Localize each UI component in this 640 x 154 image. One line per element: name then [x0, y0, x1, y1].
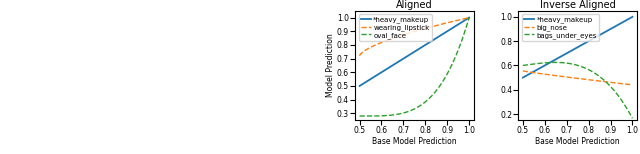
*heavy_makeup	[423, 43, 431, 45]
Y-axis label: Model Prediction: Model Prediction	[326, 34, 335, 97]
oval_face	[455, 47, 463, 49]
*heavy_makeup	[628, 16, 636, 18]
Line: oval_face: oval_face	[360, 18, 469, 116]
wearing_lipstick	[421, 28, 429, 29]
Line: wearing_lipstick: wearing_lipstick	[360, 18, 469, 56]
bags_under_eyes	[619, 101, 627, 103]
Legend: *heavy_makeup, wearing_lipstick, oval_face: *heavy_makeup, wearing_lipstick, oval_fa…	[358, 14, 431, 41]
wearing_lipstick	[420, 28, 428, 30]
Legend: *heavy_makeup, big_nose, bags_under_eyes: *heavy_makeup, big_nose, bags_under_eyes	[522, 14, 599, 41]
bags_under_eyes	[612, 91, 620, 93]
Line: big_nose: big_nose	[523, 71, 632, 85]
big_nose	[584, 79, 591, 81]
oval_face	[420, 102, 428, 103]
bags_under_eyes	[584, 69, 592, 71]
*heavy_makeup	[519, 77, 527, 79]
*heavy_makeup	[465, 17, 473, 18]
*heavy_makeup	[520, 77, 527, 78]
big_nose	[520, 70, 527, 72]
oval_face	[423, 100, 431, 102]
Title: Inverse Aligned: Inverse Aligned	[540, 0, 616, 10]
wearing_lipstick	[448, 21, 456, 23]
bags_under_eyes	[551, 61, 559, 63]
oval_face	[356, 115, 364, 117]
big_nose	[586, 79, 594, 81]
wearing_lipstick	[356, 54, 364, 56]
*heavy_makeup	[584, 41, 591, 43]
oval_face	[356, 115, 364, 117]
big_nose	[611, 82, 619, 84]
*heavy_makeup	[455, 23, 463, 25]
Title: Aligned: Aligned	[396, 0, 433, 10]
Line: *heavy_makeup: *heavy_makeup	[360, 18, 469, 86]
*heavy_makeup	[420, 45, 428, 46]
*heavy_makeup	[356, 85, 364, 87]
Line: *heavy_makeup: *heavy_makeup	[523, 17, 632, 78]
*heavy_makeup	[618, 22, 626, 23]
big_nose	[584, 79, 592, 81]
*heavy_makeup	[586, 39, 594, 41]
wearing_lipstick	[455, 19, 463, 21]
bags_under_eyes	[586, 70, 594, 71]
big_nose	[628, 84, 636, 86]
bags_under_eyes	[628, 117, 636, 119]
bags_under_eyes	[520, 65, 527, 66]
oval_face	[465, 17, 473, 18]
X-axis label: Base Model Prediction: Base Model Prediction	[372, 137, 457, 146]
big_nose	[618, 83, 626, 85]
oval_face	[421, 101, 429, 103]
wearing_lipstick	[356, 55, 364, 57]
bags_under_eyes	[584, 69, 592, 70]
bags_under_eyes	[519, 65, 527, 66]
wearing_lipstick	[423, 27, 431, 29]
*heavy_makeup	[584, 41, 592, 42]
oval_face	[448, 64, 456, 66]
*heavy_makeup	[421, 44, 429, 46]
big_nose	[519, 70, 527, 72]
*heavy_makeup	[448, 27, 456, 29]
Line: bags_under_eyes: bags_under_eyes	[523, 62, 632, 118]
*heavy_makeup	[611, 25, 619, 27]
X-axis label: Base Model Prediction: Base Model Prediction	[535, 137, 620, 146]
*heavy_makeup	[356, 85, 364, 87]
wearing_lipstick	[465, 17, 473, 18]
